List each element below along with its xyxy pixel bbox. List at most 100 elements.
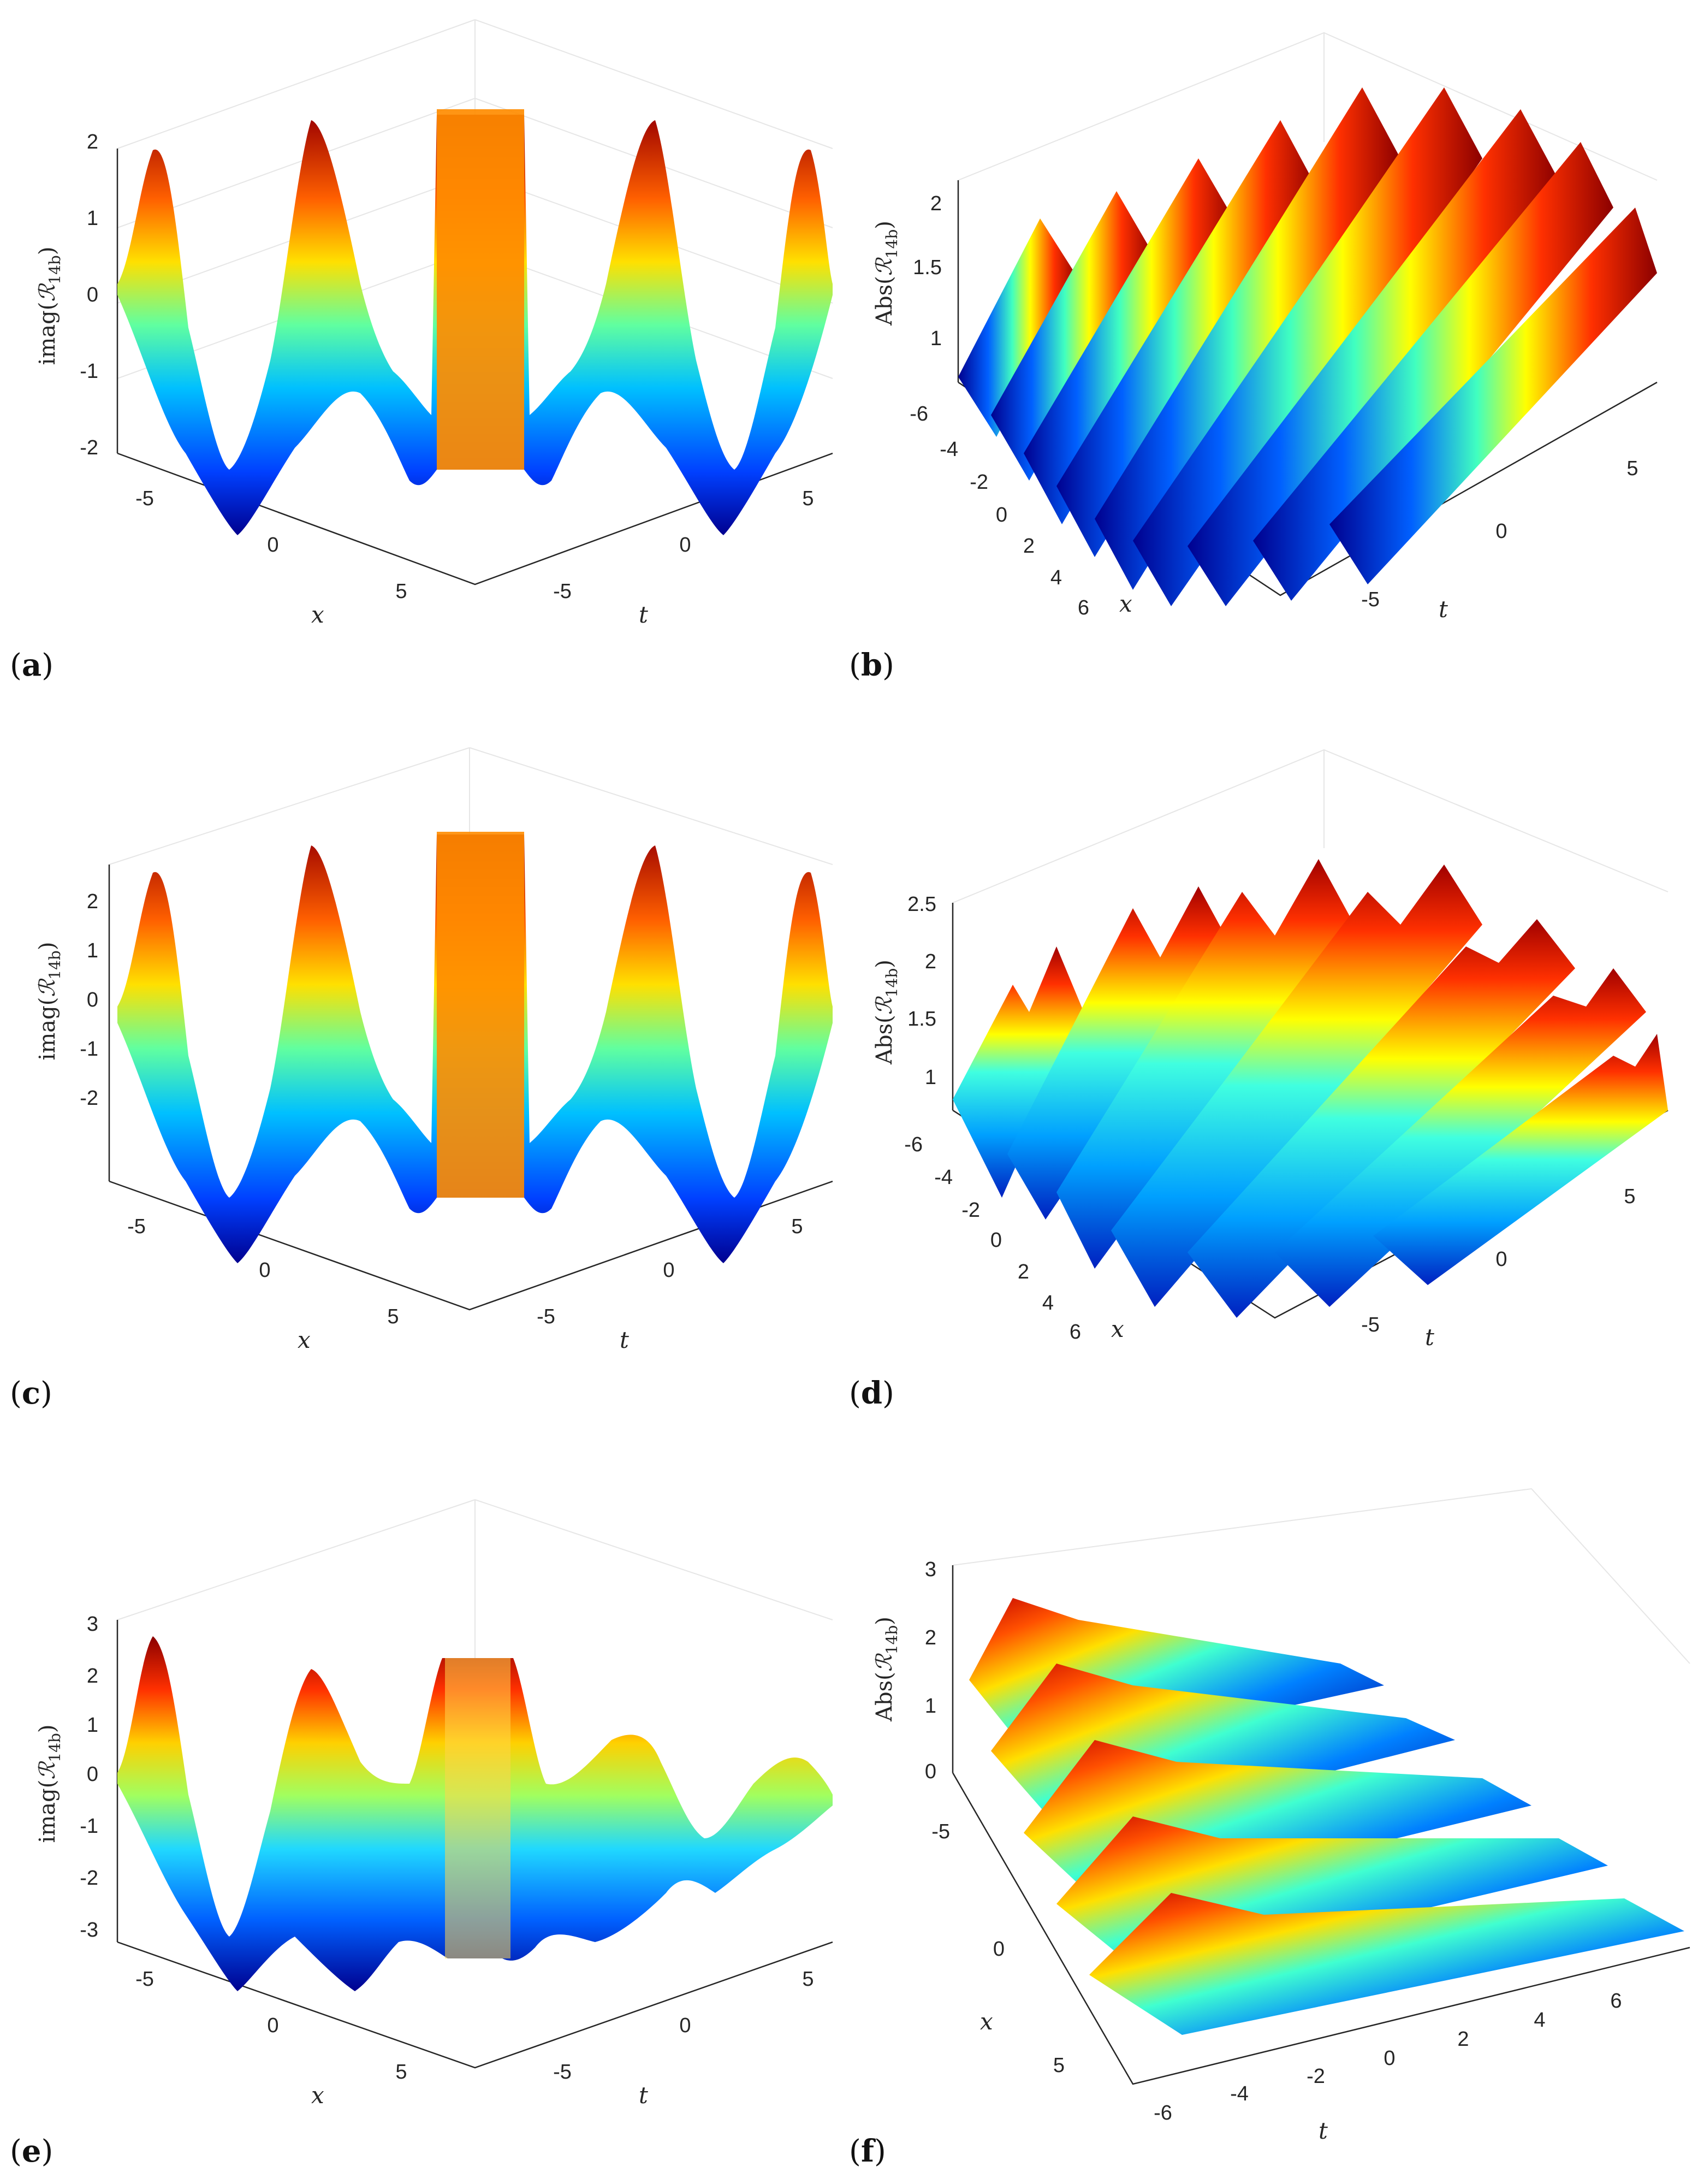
xticks-d: -6 -4 -2 0 2 4 6	[904, 1133, 1081, 1343]
ztick: -3	[80, 1919, 98, 1942]
zticks-c: 2 1 0 -1 -2	[80, 890, 98, 1110]
ytick: 2	[1457, 2028, 1469, 2051]
xlabel-e: x	[311, 2082, 324, 2109]
ytick: 0	[1495, 1248, 1507, 1271]
xtick: 0	[267, 2014, 278, 2037]
ztick: 3	[87, 1613, 98, 1636]
ylabel-b: t	[1439, 596, 1448, 623]
ztick: -2	[80, 1087, 98, 1110]
xticks-a: -5 0 5 -5 0 5	[135, 487, 814, 603]
yticks-d: -5 0 5	[1361, 1185, 1635, 1336]
zlabel-a: imag(ℛ14b)	[35, 247, 64, 365]
ztick: 2	[87, 131, 98, 153]
ztick: 2.5	[907, 893, 936, 916]
ztick: 1	[87, 207, 98, 230]
xtick: 5	[1053, 2054, 1065, 2077]
center-band-e	[445, 1658, 510, 1958]
xtick: 6	[1070, 1321, 1081, 1343]
yticks-b: -5 0 5	[1361, 457, 1638, 611]
ztick: 2	[925, 1626, 936, 1649]
xticks-e: -5 0 5 -5 0 5	[135, 1968, 814, 2084]
zticks-e: 3 2 1 0 -1 -2 -3	[80, 1613, 98, 1942]
xtick: -5	[135, 487, 154, 510]
xticks-f: -5 0 5	[931, 1820, 1065, 2077]
ytick: 5	[802, 1968, 814, 1991]
ztick: -2	[80, 1867, 98, 1890]
xticks-b: -6 -4 -2 0 2 4 6	[910, 403, 1089, 619]
xlabel-b: x	[1119, 590, 1132, 617]
ylabel-f: t	[1319, 2117, 1328, 2144]
panel-label-a: (a)	[10, 647, 54, 683]
ztick: 0	[925, 1760, 936, 1783]
xlabel-f: x	[980, 2008, 993, 2035]
ytick: -5	[553, 2061, 572, 2084]
ztick: 1	[925, 1695, 936, 1718]
xtick: 0	[990, 1229, 1002, 1252]
ytick: -4	[1230, 2082, 1249, 2105]
ytick: 0	[679, 534, 691, 557]
panel-a: 2 1 0 -1 -2 -5 0 5 -5 0 5 x t imag(ℛ14b)…	[0, 0, 849, 728]
zticks-d: 1 1.5 2 2.5	[907, 893, 936, 1089]
ytick: 0	[663, 1259, 674, 1282]
ytick: 5	[802, 487, 814, 510]
xtick: 5	[395, 580, 407, 603]
xtick: 2	[1023, 535, 1035, 558]
center-band-c	[437, 832, 524, 1198]
chart-f: 0 1 2 3 -5 0 5 -6 -4 -2 0 2 4 6 x t Abs(…	[872, 1488, 1690, 2144]
xtick: 0	[996, 504, 1007, 526]
panel-label-b: (b)	[849, 647, 894, 683]
xtick: 0	[993, 1938, 1005, 1961]
ytick: 0	[679, 2014, 691, 2037]
ridges-d	[953, 859, 1668, 1318]
panel-e: 3 2 1 0 -1 -2 -3 -5 0 5 -5 0 5 x t imag(…	[0, 1456, 849, 2184]
ytick: 4	[1534, 2009, 1545, 2032]
zlabel-c: imag(ℛ14b)	[35, 942, 64, 1061]
ridges-f	[969, 1598, 1684, 2035]
xtick: 4	[1050, 566, 1062, 589]
ztick: 0	[87, 283, 98, 306]
ytick: 6	[1610, 1990, 1622, 2013]
yticks-f: -6 -4 -2 0 2 4 6	[1154, 1990, 1622, 2124]
ztick: -2	[80, 436, 98, 459]
ytick: 0	[1495, 520, 1507, 543]
chart-c: 2 1 0 -1 -2 -5 0 5 -5 0 5 x t imag(ℛ14b)	[35, 747, 833, 1353]
center-band-a	[437, 109, 524, 470]
ylabel-a: t	[639, 601, 648, 628]
panel-label-d: (d)	[849, 1375, 894, 1411]
zticks-b: 1 1.5 2	[913, 192, 942, 350]
ytick: 5	[1626, 457, 1638, 480]
ytick: -5	[1361, 588, 1380, 611]
xticks-c: -5 0 5 -5 0 5	[127, 1215, 803, 1328]
xtick: -4	[934, 1166, 953, 1189]
ytick: 5	[1624, 1185, 1635, 1208]
ytick: -5	[1361, 1313, 1380, 1336]
xtick: 0	[259, 1259, 270, 1282]
ylabel-e: t	[639, 2082, 648, 2109]
ridges-b	[958, 87, 1657, 606]
zticks-f: 0 1 2 3	[925, 1558, 936, 1783]
panel-c: 2 1 0 -1 -2 -5 0 5 -5 0 5 x t imag(ℛ14b)…	[0, 728, 849, 1456]
ztick: 1	[87, 1714, 98, 1737]
ztick: 2	[87, 1665, 98, 1688]
ytick: -6	[1154, 2102, 1172, 2124]
ztick: -1	[80, 1038, 98, 1061]
ztick: 2	[930, 192, 942, 215]
zlabel-d: Abs(ℛ14b)	[872, 960, 901, 1065]
xlabel-d: x	[1111, 1316, 1124, 1342]
ztick: 2	[925, 950, 936, 973]
ztick: 0	[87, 1763, 98, 1786]
xtick: -5	[931, 1820, 950, 1843]
panel-b: 1 1.5 2 -6 -4 -2 0 2 4 6 -5 0 5 x t Abs(…	[849, 0, 1698, 728]
xtick: -2	[970, 471, 988, 494]
panel-f: 0 1 2 3 -5 0 5 -6 -4 -2 0 2 4 6 x t Abs(…	[849, 1456, 1698, 2184]
ztick: 0	[87, 989, 98, 1011]
xtick: -6	[904, 1133, 923, 1156]
panel-label-e: (e)	[10, 2133, 54, 2169]
panel-label-c: (c)	[10, 1375, 52, 1411]
ztick: 3	[925, 1558, 936, 1581]
xtick: -4	[940, 438, 958, 461]
zlabel-f: Abs(ℛ14b)	[872, 1617, 901, 1722]
chart-d: 1 1.5 2 2.5 -6 -4 -2 0 2 4 6 -5 0 5 x t …	[872, 749, 1669, 1351]
ylabel-c: t	[620, 1327, 629, 1353]
xtick: -6	[910, 403, 928, 425]
